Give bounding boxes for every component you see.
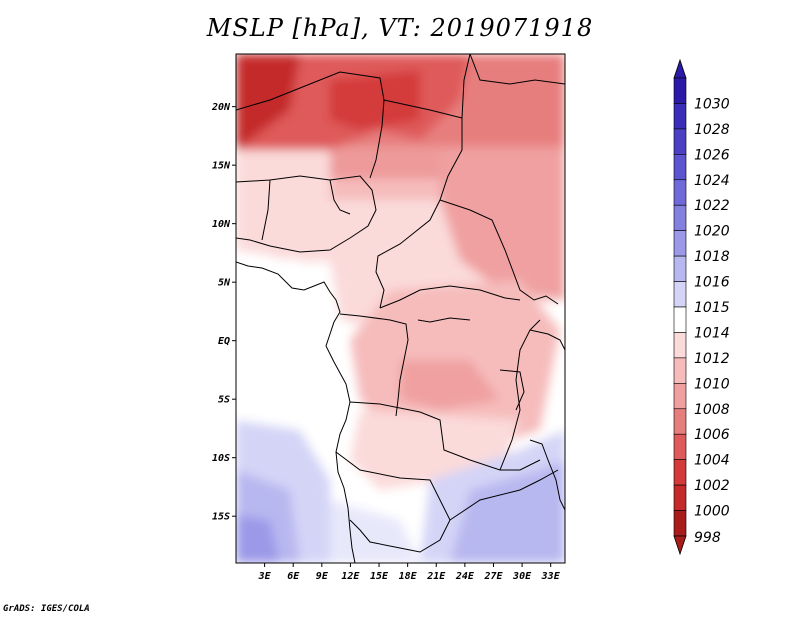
colorbar-label: 1014 <box>694 325 730 341</box>
colorbar-swatch <box>673 408 687 435</box>
colorbar-label: 1016 <box>694 275 730 291</box>
colorbar-label: 1010 <box>694 376 730 392</box>
colorbar-bottom-arrow <box>673 535 687 556</box>
colorbar-swatch <box>673 433 687 460</box>
colorbar: 1030 1028 1026 1024 1022 1020 1018 1016 1015 1014… <box>673 58 730 556</box>
colorbar-label: 998 <box>694 530 721 546</box>
lat-tick-label: 15N <box>212 161 231 172</box>
lat-tick-label: 5S <box>218 395 230 406</box>
colorbar-label: 1004 <box>694 453 730 469</box>
colorbar-swatch <box>673 306 687 333</box>
lon-tick-label: 30E <box>512 571 532 582</box>
colorbar-swatch <box>673 510 687 537</box>
colorbar-label: 1028 <box>694 122 730 138</box>
colorbar-label: 1030 <box>694 96 730 112</box>
lat-tick-label: 20N <box>211 102 231 113</box>
lat-tick-label: 10S <box>212 453 230 464</box>
lat-tick-label: 10N <box>212 219 231 230</box>
lat-tick-label: 5N <box>218 278 231 289</box>
colorbar-swatch <box>673 281 687 308</box>
colorbar-swatch <box>673 383 687 410</box>
colorbar-label: 1012 <box>694 351 730 367</box>
colorbar-label: 1020 <box>694 224 730 240</box>
colorbar-swatch <box>673 357 687 384</box>
lat-tick-label: EQ <box>218 336 230 347</box>
colorbar-label: 1015 <box>694 300 730 316</box>
colorbar-label: 1008 <box>694 402 730 418</box>
latitude-axis: 20N 15N 10N 5N EQ 5S 10S 15S <box>211 102 236 523</box>
lon-tick-label: 24E <box>455 571 475 582</box>
lon-tick-label: 12E <box>341 571 360 582</box>
pressure-field <box>236 54 565 563</box>
colorbar-label: 1002 <box>694 478 730 494</box>
lat-tick-label: 15S <box>212 512 230 523</box>
colorbar-swatch <box>673 484 687 511</box>
lon-tick-label: 21E <box>426 571 446 582</box>
colorbar-swatch <box>673 128 687 155</box>
map-frame <box>235 53 566 564</box>
colorbar-label: 1026 <box>694 147 730 163</box>
colorbar-top-arrow <box>673 58 687 79</box>
longitude-axis: 3E 6E 9E 12E 15E 18E 21E 24E 27E 30E 33E <box>258 563 561 582</box>
lon-tick-label: 6E <box>287 571 300 582</box>
colorbar-swatch <box>673 459 687 486</box>
lon-tick-label: 33E <box>541 571 561 582</box>
lon-tick-label: 9E <box>316 571 329 582</box>
lon-tick-label: 15E <box>370 571 389 582</box>
colorbar-label: 1022 <box>694 198 730 214</box>
colorbar-swatch <box>673 179 687 206</box>
grads-credit: GrADS: IGES/COLA <box>3 604 90 614</box>
colorbar-swatch <box>673 332 687 359</box>
west-africa-coastline <box>236 261 356 563</box>
lon-tick-label: 18E <box>399 571 418 582</box>
map-title: MSLP [hPa], VT: 2019071918 <box>206 14 594 42</box>
colorbar-swatch <box>673 77 687 104</box>
colorbar-swatch <box>673 154 687 181</box>
colorbar-label: 1018 <box>694 249 730 265</box>
colorbar-label: 1000 <box>694 504 730 520</box>
colorbar-swatch <box>673 255 687 282</box>
coastlines-and-borders <box>236 54 565 563</box>
lon-tick-label: 3E <box>258 571 272 582</box>
colorbar-swatch <box>673 103 687 130</box>
colorbar-swatch <box>673 204 687 231</box>
colorbar-label: 1024 <box>694 173 730 189</box>
lon-tick-label: 27E <box>483 571 503 582</box>
colorbar-swatch <box>673 230 687 257</box>
colorbar-label: 1006 <box>694 427 730 443</box>
